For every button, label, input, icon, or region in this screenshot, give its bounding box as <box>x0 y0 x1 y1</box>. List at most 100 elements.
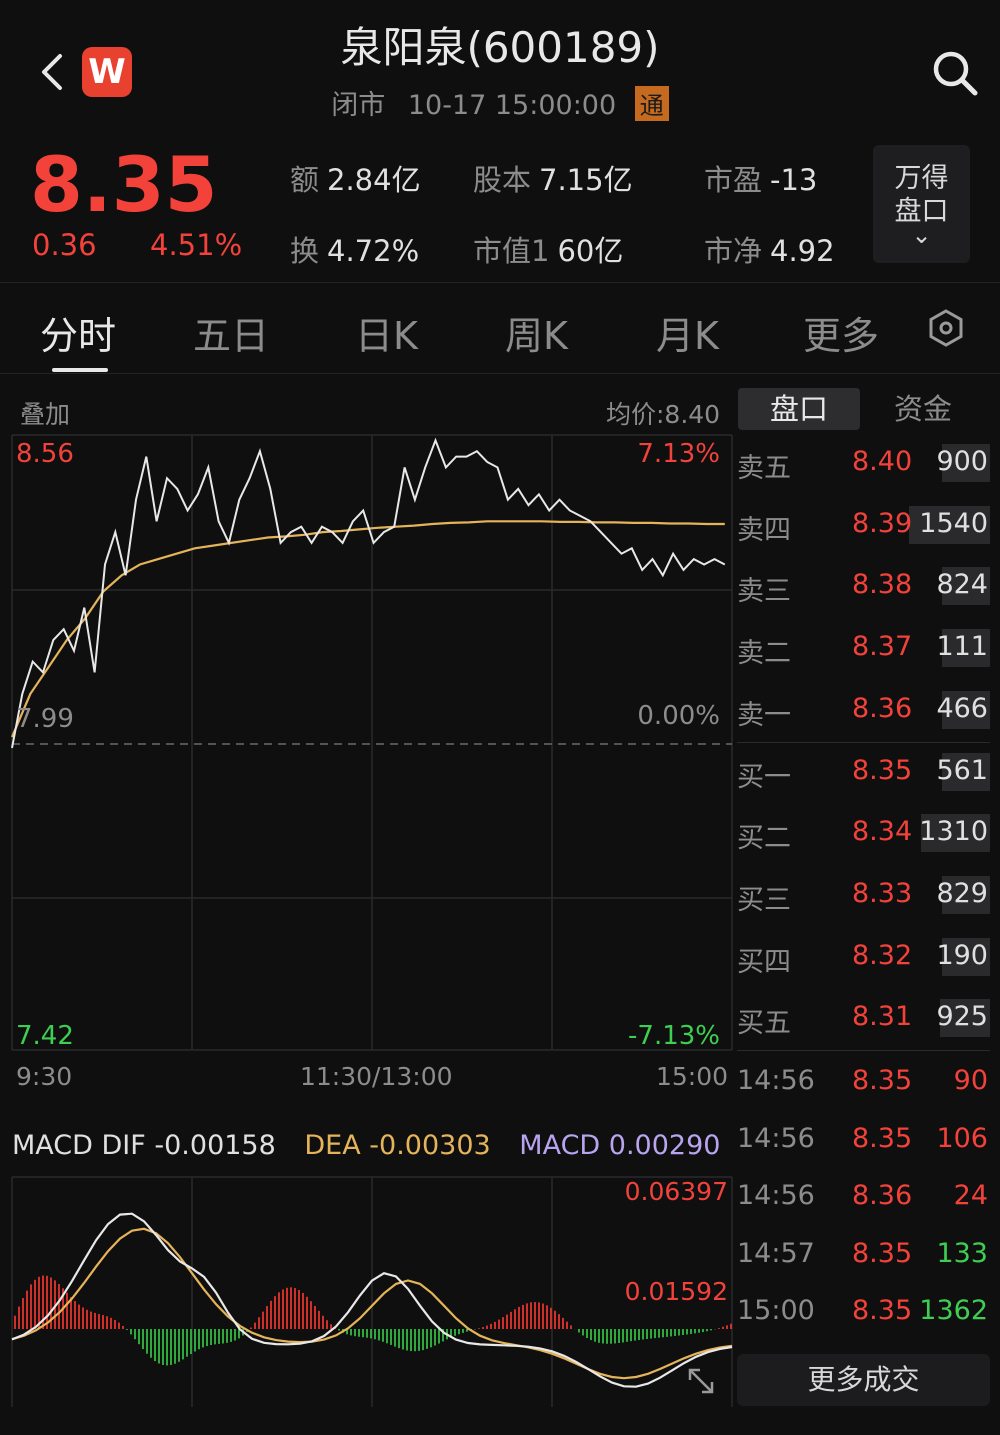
x-axis-start: 9:30 <box>16 1062 73 1091</box>
macd-bar <box>382 1329 384 1342</box>
macd-bar <box>170 1329 172 1366</box>
trade-row: 15:00 8.35 1362 <box>737 1295 990 1335</box>
settings-icon[interactable] <box>926 308 966 348</box>
macd-bar <box>570 1325 572 1329</box>
market-status-line: 闭市 10-17 15:00:00 通 <box>200 83 800 122</box>
macd-bar <box>202 1329 204 1348</box>
level-price: 8.34 <box>852 816 913 848</box>
trade-time: 14:56 <box>737 1122 815 1154</box>
macd-bar <box>330 1324 332 1329</box>
macd-bar <box>58 1284 60 1329</box>
macd-bar <box>210 1329 212 1346</box>
macd-bar <box>482 1327 484 1329</box>
divider <box>737 1050 990 1051</box>
expand-icon[interactable] <box>688 1368 714 1394</box>
level-label: 卖三 <box>737 576 791 608</box>
macd-bar <box>506 1314 508 1329</box>
volume-bar <box>909 505 990 544</box>
macd-bar <box>666 1329 668 1337</box>
macd-bar <box>222 1329 224 1344</box>
more-trades-button[interactable]: 更多成交 <box>737 1354 990 1406</box>
macd-bar <box>182 1329 184 1360</box>
macd-bar <box>634 1329 636 1341</box>
level-volume: 1540 <box>919 507 988 539</box>
macd-bar <box>270 1300 272 1329</box>
macd-bar <box>318 1310 320 1329</box>
macd-bar <box>146 1329 148 1354</box>
macd-grid <box>11 1176 733 1407</box>
trade-price: 8.36 <box>852 1180 913 1211</box>
tab-monthly-k[interactable]: 月K <box>656 314 719 358</box>
macd-bar <box>34 1279 36 1329</box>
macd-bar <box>534 1302 536 1329</box>
stat-turnover: 换 4.72% <box>290 234 420 268</box>
tab-order-book[interactable]: 盘口 <box>738 388 860 430</box>
macd-bar <box>682 1329 684 1336</box>
volume-bar <box>942 875 990 914</box>
price-line <box>11 437 726 749</box>
level-label: 买二 <box>737 823 791 855</box>
level-volume: 829 <box>936 877 988 909</box>
level-volume: 111 <box>936 631 988 663</box>
overlay-button[interactable]: 叠加 <box>20 400 71 429</box>
macd-bar <box>98 1314 100 1329</box>
macd-bar <box>630 1329 632 1342</box>
macd-bar <box>294 1288 296 1329</box>
macd-bar <box>206 1329 208 1347</box>
tab-capital-flow[interactable]: 资金 <box>893 392 952 426</box>
quote-datetime: 10-17 15:00:00 <box>407 90 617 121</box>
pct-axis-high: 7.13% <box>637 439 720 469</box>
level-volume: 824 <box>936 569 988 601</box>
macd-bar <box>458 1329 460 1335</box>
tab-intraday[interactable]: 分时 <box>40 314 117 358</box>
macd-bar <box>114 1319 116 1329</box>
macd-bar <box>90 1311 92 1329</box>
tab-five-day[interactable]: 五日 <box>193 314 270 358</box>
macd-dif-label: MACD DIF -0.00158 <box>12 1130 276 1161</box>
level-price: 8.36 <box>852 692 913 724</box>
macd-bar <box>578 1329 580 1333</box>
volume-bar <box>942 444 990 482</box>
macd-bar <box>554 1310 556 1329</box>
price-change-pct: 4.51% <box>150 228 243 262</box>
macd-bar <box>50 1277 52 1329</box>
wind-orderbook-button[interactable]: 万得 盘口 ⌄ <box>873 145 970 263</box>
trade-row: 14:57 8.35 133 <box>737 1238 990 1278</box>
macd-bar <box>686 1329 688 1335</box>
macd-bar <box>646 1329 648 1339</box>
volume-bar <box>921 814 990 853</box>
level-price: 8.38 <box>852 569 913 601</box>
level-volume: 190 <box>936 939 988 971</box>
macd-bar <box>726 1325 728 1329</box>
macd-bar <box>370 1329 372 1339</box>
level-label: 卖二 <box>737 638 791 670</box>
tab-more[interactable]: 更多 <box>803 314 880 358</box>
level-label: 卖五 <box>737 453 791 484</box>
tab-daily-k[interactable]: 日K <box>355 314 418 358</box>
y-axis-low: 7.42 <box>16 1021 74 1051</box>
macd-bar <box>526 1303 528 1329</box>
ask-row: 卖三 8.38 824 <box>737 567 990 609</box>
tab-weekly-k[interactable]: 周K <box>505 314 568 358</box>
macd-bar <box>126 1329 128 1330</box>
macd-bar <box>250 1327 252 1329</box>
macd-bar <box>386 1329 388 1344</box>
search-icon[interactable] <box>930 48 980 98</box>
tab-underline <box>52 368 108 372</box>
wind-logo-icon[interactable]: W <box>82 47 132 97</box>
divider <box>0 373 1000 374</box>
x-axis-end: 15:00 <box>656 1062 729 1091</box>
pct-axis-low: -7.13% <box>628 1021 720 1051</box>
chevron-down-icon: ⌄ <box>911 221 932 249</box>
back-arrow-icon[interactable] <box>34 50 74 94</box>
trade-price: 8.35 <box>852 1237 913 1269</box>
bid-row: 买二 8.34 1310 <box>737 814 990 856</box>
macd-bar <box>658 1329 660 1338</box>
macd-bar <box>614 1329 616 1344</box>
macd-bar <box>450 1329 452 1338</box>
chart-grid <box>11 434 733 1051</box>
trade-row: 14:56 8.35 90 <box>737 1065 990 1105</box>
macd-mid-value: 0.01592 <box>625 1277 728 1306</box>
trade-price: 8.35 <box>852 1122 913 1154</box>
macd-bar <box>106 1316 108 1329</box>
